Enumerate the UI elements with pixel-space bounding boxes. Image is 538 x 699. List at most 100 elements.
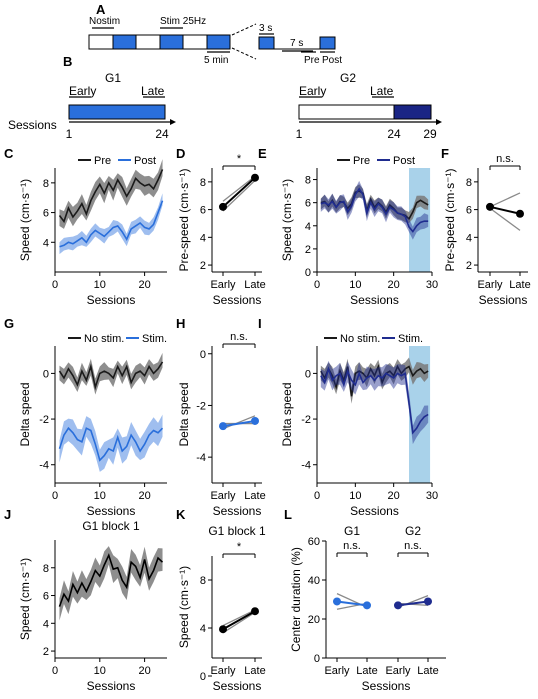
panel-d-mean-line-0 [222, 176, 256, 208]
panel-c-ytick-label: 6 [43, 208, 49, 220]
panel-k-mean-point-late-0 [251, 607, 259, 616]
panel-g-series-1-band [59, 414, 163, 472]
panel-i-series-1-line [320, 366, 429, 435]
panel-label-b: B [63, 54, 72, 69]
panel-l-xtick-label-late-1: Late [417, 665, 438, 677]
panel-g-xtick-label: 10 [94, 490, 106, 502]
panel-k-individual-0-1 [222, 609, 256, 627]
panel-c-ytick-label: 8 [43, 178, 49, 190]
panel-e-xtick-label: 0 [314, 279, 320, 291]
g1-early-label: Early [69, 84, 96, 98]
panel-d-ytick-label: 8 [200, 177, 206, 189]
g2-early-label: Early [299, 84, 326, 98]
panel-i-legend-label-1: Stim. [398, 333, 423, 345]
panel-l-mean-point-early-0 [333, 597, 341, 606]
panel-h-xtick-label-early: Early [210, 490, 236, 502]
panel-label-j: J [4, 507, 11, 522]
zoom-line-bottom [231, 47, 257, 60]
panel-f-individual-0-0 [489, 192, 521, 208]
g2-session-bar-nostim [298, 104, 395, 120]
panel-j-xtick-label: 20 [138, 665, 150, 677]
panel-e-xtick-label: 30 [426, 279, 438, 291]
panel-j-xtick-label: 10 [94, 665, 106, 677]
panel-l-significance-1: n.s. [404, 540, 422, 552]
panel-j-xtick-label: 0 [52, 665, 58, 677]
panel-e-ylabel: Speed (cm·s⁻¹) [280, 179, 294, 261]
protocol-block-2 [135, 34, 161, 50]
panel-d-xtick-label-early: Early [210, 279, 236, 291]
panel-e-ytick-label: 2 [305, 244, 311, 256]
panel-i-ytick-label: 0 [305, 368, 311, 380]
panel-h-mean-line-0 [222, 419, 256, 428]
panel-label-i: I [258, 316, 262, 331]
panel-c-xtick-label: 0 [52, 279, 58, 291]
panel-f-ytick-label: 4 [466, 232, 472, 244]
panel-f-xtick-label-late: Late [509, 279, 530, 291]
panel-e-ytick-label: 0 [305, 267, 311, 279]
panel-i-xtick-label: 0 [314, 490, 320, 502]
g1-axis-arrow [170, 119, 176, 125]
stim-pulse-2 [319, 36, 336, 50]
panel-g-series-1-line [58, 426, 164, 462]
panel-c-legend-label-0: Pre [94, 155, 111, 167]
panel-l-ytick-label: 40 [308, 575, 320, 587]
panel-e-legend-label-0: Pre [353, 155, 370, 167]
g2-session-bar-stim [393, 104, 432, 120]
panel-j-series-0-band [59, 546, 163, 621]
panel-d-individual-0-1 [222, 175, 256, 202]
panel-l-xlabel: Sessions [362, 679, 411, 693]
panel-label-c: C [4, 146, 14, 161]
panel-j-ytick-label: 6 [43, 591, 49, 603]
panel-l-xtick-label-early-1: Early [385, 665, 411, 677]
panel-e-xtick-label: 10 [349, 279, 361, 291]
g2-title: G2 [340, 71, 356, 85]
panel-d-individual-0-0 [222, 180, 256, 212]
panel-g-xtick-label: 20 [138, 490, 150, 502]
panel-label-l: L [284, 507, 292, 522]
panel-e-xtick-label: 20 [388, 279, 400, 291]
panel-label-d: D [176, 146, 185, 161]
panel-d-mean-point-early-0 [219, 202, 227, 211]
panel-l-significance-0: n.s. [343, 540, 361, 552]
panel-f-ytick-label: 6 [466, 205, 472, 217]
panel-e-ytick-label: 8 [305, 175, 311, 187]
panel-f-xtick-label-early: Early [477, 279, 503, 291]
panel-l-group-title-1: G2 [405, 524, 421, 538]
panel-k-xtick-label-late: Late [244, 665, 265, 677]
panel-l-xtick-label-early-0: Early [324, 665, 350, 677]
panel-k-xtick-label-early: Early [210, 665, 236, 677]
panel-e-stim-shading [409, 168, 431, 272]
panel-g-ytick-label: 0 [43, 368, 49, 380]
panel-i-ytick-label: -2 [301, 414, 311, 426]
panel-k-significance-0: * [237, 541, 242, 553]
panel-h-mean-point-early-0 [219, 422, 227, 431]
panel-d-ytick-label: 2 [200, 260, 206, 272]
panel-c-series-0-line [58, 169, 164, 224]
panel-i-xtick-label: 20 [388, 490, 400, 502]
panel-l-ytick-label: 0 [314, 653, 320, 665]
panel-i-xtick-label: 10 [349, 490, 361, 502]
panel-e-xlabel: Sessions [350, 293, 399, 307]
panel-l-ytick-label: 60 [308, 536, 320, 548]
panel-k-ytick-label: 8 [200, 575, 206, 587]
panel-c-ylabel: Speed (cm·s⁻¹) [18, 179, 32, 261]
panel-c-xtick-label: 20 [138, 279, 150, 291]
panel-g-legend-label-1: Stim. [142, 333, 167, 345]
panel-k-title: G1 block 1 [208, 524, 266, 538]
stim-label: Stim 25Hz [160, 16, 206, 27]
panel-d-significance-0: * [237, 153, 242, 165]
panel-i-series-1-band [320, 360, 429, 445]
panel-i-xtick-label: 30 [426, 490, 438, 502]
panel-l-xtick-label-late-0: Late [356, 665, 377, 677]
panel-c-ytick-label: 4 [43, 237, 49, 249]
panel-k-ytick-label: 4 [200, 623, 206, 635]
panel-e-ytick-label: 4 [305, 221, 311, 233]
panel-g-xtick-label: 0 [52, 490, 58, 502]
panel-h-individual-0-0 [222, 415, 256, 430]
panel-g-xlabel: Sessions [87, 504, 136, 518]
panel-d-xtick-label-late: Late [244, 279, 265, 291]
post-window-label: Post [322, 55, 342, 66]
g2-end-tick: 29 [423, 127, 437, 141]
panel-f-ylabel: Pre-speed (cm·s⁻¹) [443, 168, 457, 271]
